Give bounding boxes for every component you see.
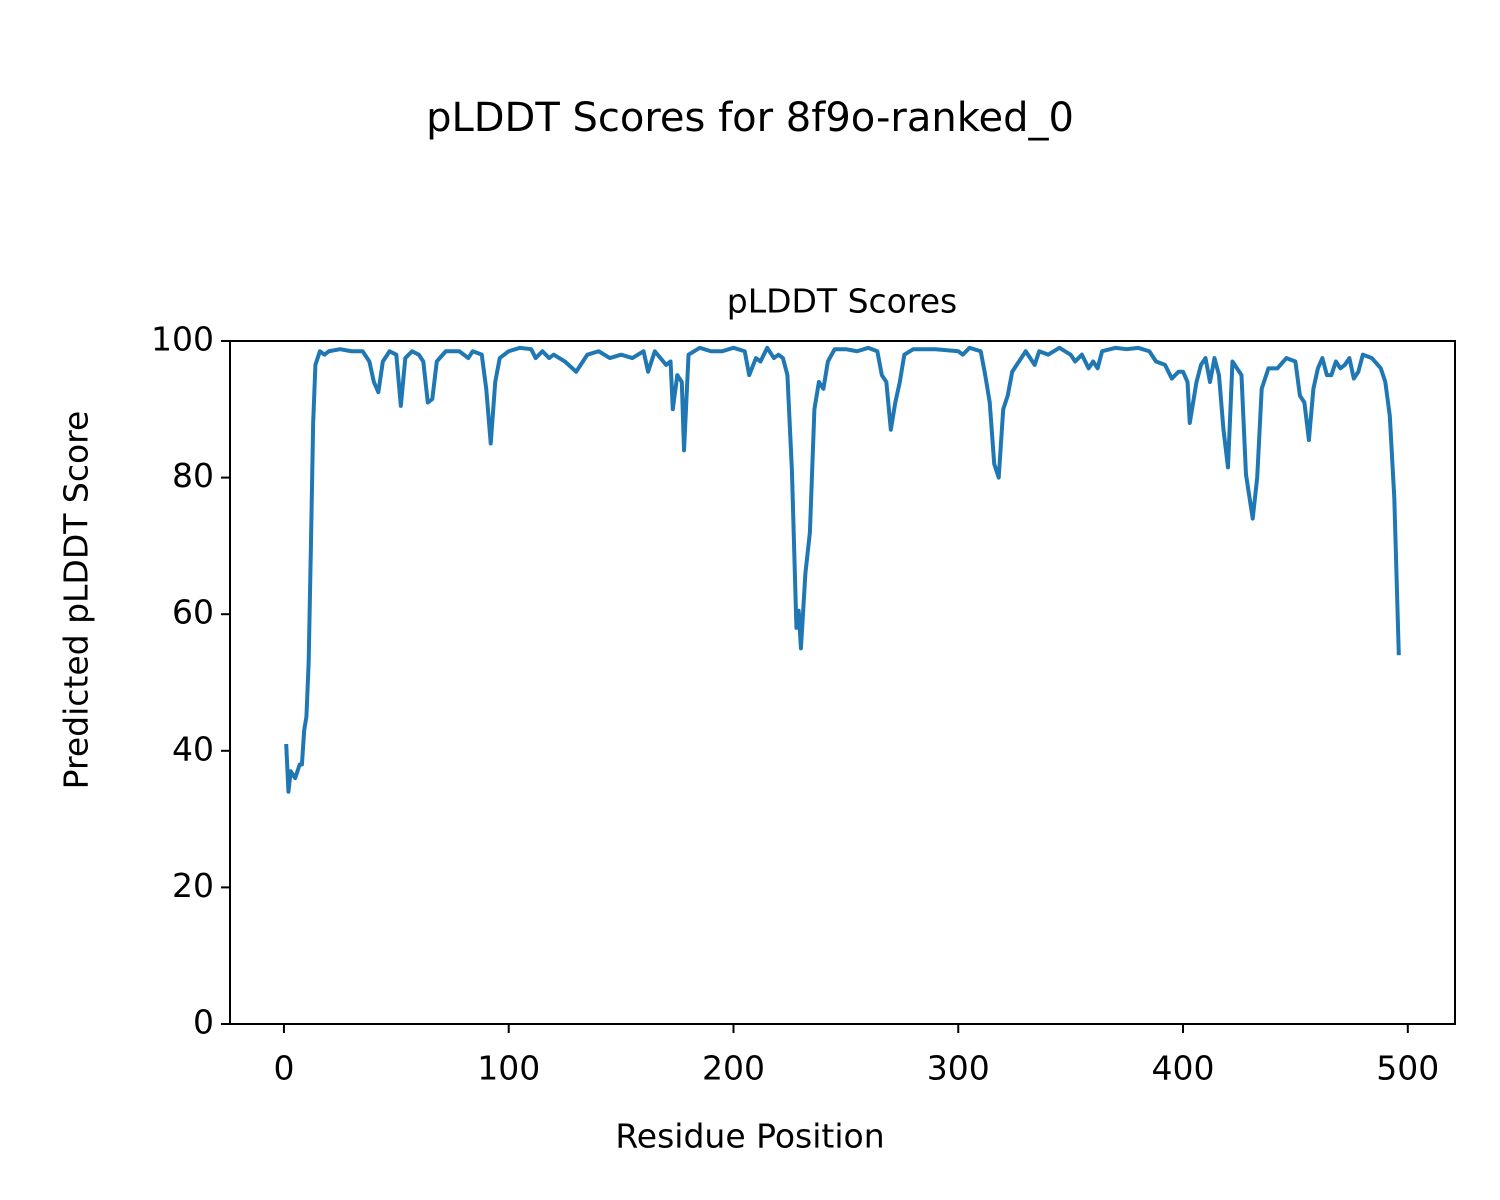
plot-frame bbox=[229, 340, 1456, 1025]
x-tick-label: 200 bbox=[702, 1049, 765, 1088]
y-tick-label: 60 bbox=[172, 593, 214, 632]
x-tick-label: 300 bbox=[927, 1049, 990, 1088]
x-tick-label: 100 bbox=[477, 1049, 540, 1088]
y-tick-label: 80 bbox=[172, 456, 214, 495]
y-tick-label: 20 bbox=[172, 866, 214, 905]
subplot-title: pLDDT Scores bbox=[727, 282, 957, 321]
x-tick-label: 0 bbox=[273, 1049, 294, 1088]
y-tick-label: 0 bbox=[193, 1003, 214, 1042]
chart-title: pLDDT Scores for 8f9o-ranked_0 bbox=[426, 95, 1074, 141]
x-tick-label: 400 bbox=[1152, 1049, 1215, 1088]
y-tick-label: 100 bbox=[151, 320, 214, 359]
data-line bbox=[284, 345, 1401, 794]
x-axis-label: Residue Position bbox=[615, 1117, 884, 1156]
y-tick-label: 40 bbox=[172, 729, 214, 768]
x-tick-label: 500 bbox=[1376, 1049, 1439, 1088]
y-axis-label: Predicted pLDDT Score bbox=[57, 411, 96, 790]
